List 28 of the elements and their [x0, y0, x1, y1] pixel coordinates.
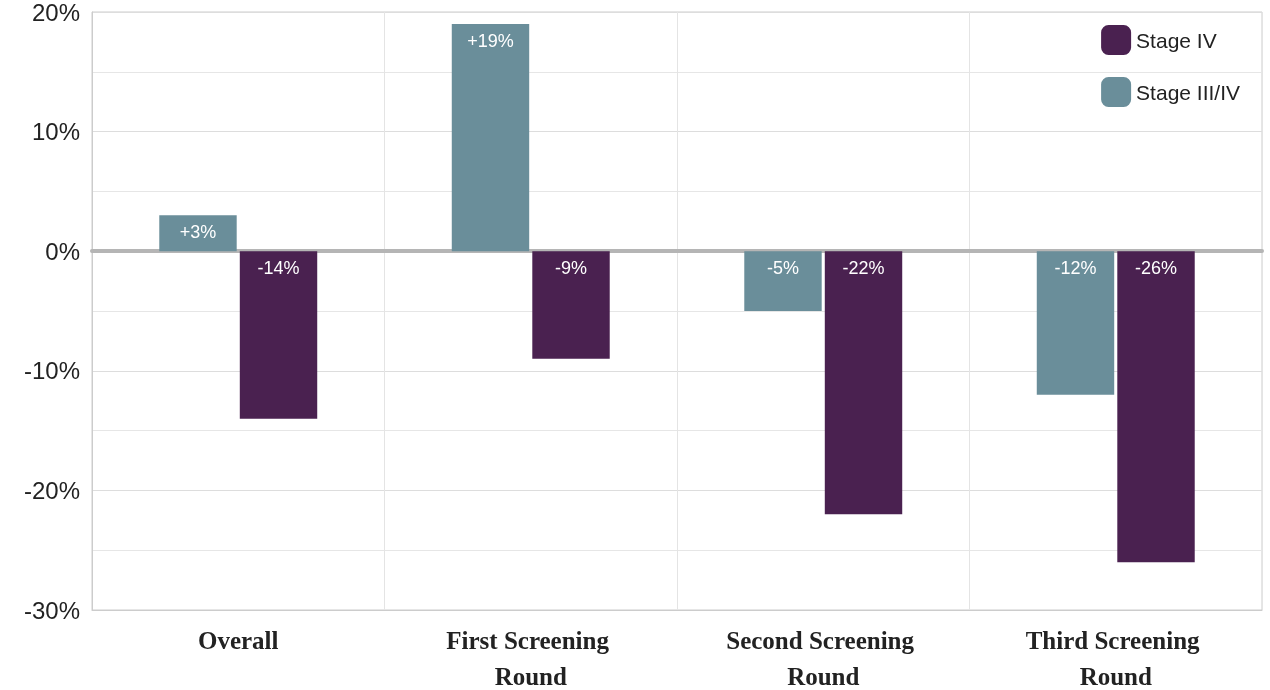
data-label: -22% [842, 258, 885, 279]
data-label: +3% [179, 222, 217, 243]
y-tick-label: -20% [23, 476, 80, 504]
bar [159, 215, 237, 252]
data-label: -14% [257, 258, 300, 279]
y-tick-label: -10% [23, 357, 80, 385]
x-tick-label: First Screening Round [446, 626, 616, 690]
data-label: -5% [766, 258, 799, 279]
bar [824, 251, 903, 515]
legend-label: Stage IV [1136, 28, 1217, 52]
y-tick-label: 0% [45, 237, 80, 265]
bar [451, 23, 530, 252]
bar [1036, 251, 1115, 395]
legend-label: Stage III/IV [1136, 80, 1241, 104]
data-label: +19% [467, 30, 514, 51]
y-tick-label: -30% [23, 596, 80, 624]
data-label: -26% [1135, 258, 1178, 279]
y-tick-label: 20% [31, 0, 80, 26]
data-label: -12% [1054, 258, 1097, 279]
bar [239, 251, 318, 419]
data-label: -9% [555, 258, 588, 279]
bar [1117, 251, 1195, 563]
bar [744, 251, 822, 311]
x-tick-label: Second Screening Round [726, 626, 921, 690]
x-tick-label: Overall [197, 626, 279, 654]
y-tick-label: 10% [31, 118, 80, 146]
x-tick-label: Third Screening Round [1025, 626, 1206, 690]
bar [532, 251, 610, 359]
